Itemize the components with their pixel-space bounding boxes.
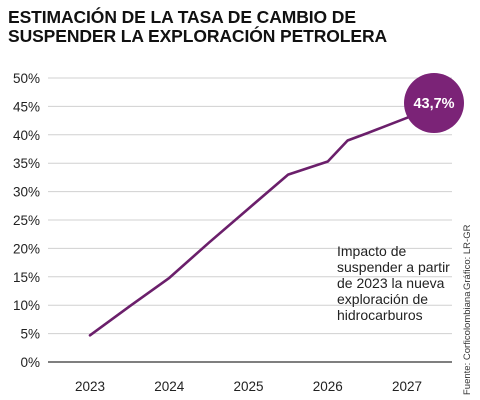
y-tick-label: 50%: [13, 71, 40, 86]
y-tick-label: 35%: [13, 156, 40, 171]
annotation-line-2: suspender a partir: [337, 259, 450, 275]
annotation-line-5: hidrocarburos: [337, 307, 423, 323]
x-axis-ticks: 2023 2024 2025 2026 2027: [75, 379, 422, 394]
annotation-line-4: exploración de: [337, 291, 429, 307]
highlight-badge: [404, 73, 464, 133]
annotation-line-3: de 2023 la nueva: [337, 275, 445, 291]
x-tick-label: 2023: [75, 379, 105, 394]
x-tick-label: 2024: [154, 379, 185, 394]
x-tick-label: 2026: [313, 379, 343, 394]
title-line-2: SUSPENDER LA EXPLORACIÓN PETROLERA: [8, 26, 388, 46]
title-line-1: ESTIMACIÓN DE LA TASA DE CAMBIO DE: [8, 7, 356, 27]
x-tick-label: 2025: [233, 379, 263, 394]
y-tick-label: 25%: [13, 213, 40, 228]
gridlines: [48, 77, 452, 335]
y-tick-label: 5%: [20, 327, 40, 342]
y-tick-label: 40%: [13, 128, 40, 143]
annotation-line-1: Impacto de: [337, 243, 407, 259]
credit-graphic: Gráfico: LR-GR: [462, 224, 473, 290]
series-line: [88, 99, 444, 337]
y-tick-label: 0%: [20, 355, 40, 370]
y-tick-label: 20%: [13, 241, 40, 256]
y-tick-label: 10%: [13, 298, 40, 313]
x-tick-label: 2027: [392, 379, 422, 394]
y-axis-ticks: 0% 5% 10% 15% 20% 25% 30% 35% 40% 45% 50%: [13, 71, 40, 370]
y-tick-label: 45%: [13, 99, 40, 114]
y-tick-label: 30%: [13, 185, 40, 200]
chart-title: ESTIMACIÓN DE LA TASA DE CAMBIO DE SUSPE…: [8, 8, 468, 46]
annotation-text: Impacto de suspender a partir de 2023 la…: [337, 243, 467, 323]
y-tick-label: 15%: [13, 270, 40, 285]
credit-source: Fuente: Corficolombiana: [462, 291, 473, 395]
highlight-label: 43,7%: [413, 96, 454, 112]
